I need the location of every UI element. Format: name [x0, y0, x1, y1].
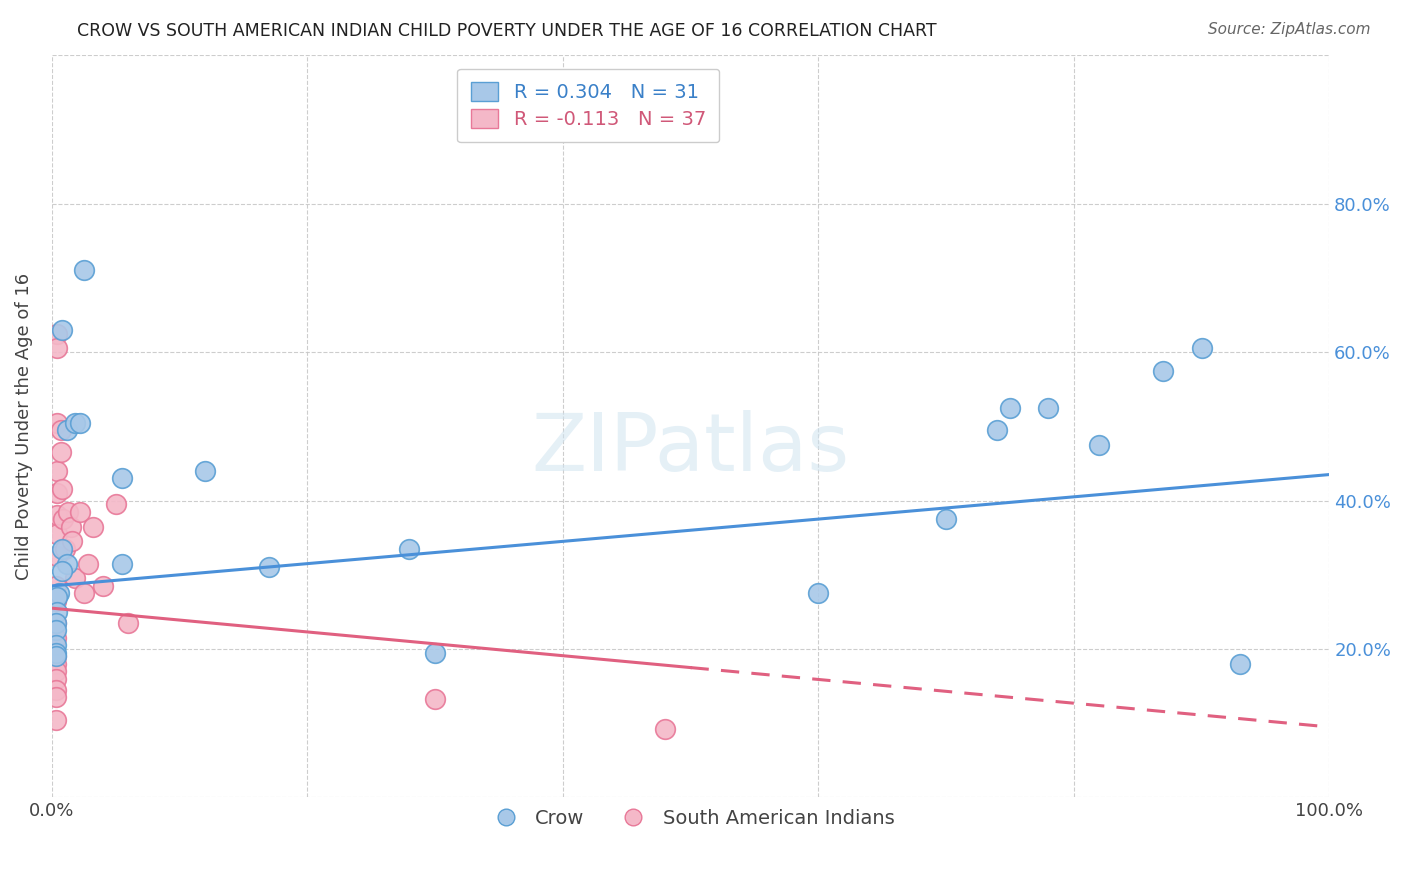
Point	[111, 471, 134, 485]
Point	[257, 560, 280, 574]
Point	[807, 586, 830, 600]
Point	[45, 605, 67, 619]
Point	[45, 508, 67, 523]
Point	[104, 497, 127, 511]
Point	[45, 464, 67, 478]
Point	[194, 464, 217, 478]
Point	[986, 423, 1008, 437]
Point	[654, 722, 676, 736]
Point	[53, 541, 76, 556]
Point	[423, 691, 446, 706]
Point	[69, 416, 91, 430]
Point	[935, 512, 957, 526]
Y-axis label: Child Poverty Under the Age of 16: Child Poverty Under the Age of 16	[15, 273, 32, 580]
Point	[45, 672, 67, 686]
Point	[69, 505, 91, 519]
Point	[59, 519, 82, 533]
Point	[51, 564, 73, 578]
Point	[51, 541, 73, 556]
Point	[45, 579, 67, 593]
Point	[56, 557, 79, 571]
Point	[45, 486, 67, 500]
Point	[45, 665, 67, 679]
Point	[45, 624, 67, 638]
Point	[117, 615, 139, 630]
Point	[45, 631, 67, 645]
Point	[48, 586, 70, 600]
Point	[49, 423, 72, 437]
Point	[52, 512, 75, 526]
Point	[1088, 438, 1111, 452]
Point	[45, 549, 67, 564]
Point	[45, 649, 67, 664]
Point	[76, 557, 98, 571]
Point	[45, 590, 67, 604]
Point	[45, 342, 67, 356]
Point	[1229, 657, 1251, 671]
Point	[58, 505, 80, 519]
Point	[45, 593, 67, 607]
Point	[63, 416, 86, 430]
Point	[45, 638, 67, 652]
Point	[1191, 342, 1213, 356]
Point	[45, 646, 67, 660]
Text: ZIPatlas: ZIPatlas	[531, 409, 849, 488]
Point	[45, 690, 67, 705]
Point	[51, 323, 73, 337]
Point	[423, 646, 446, 660]
Point	[45, 326, 67, 341]
Point	[73, 586, 96, 600]
Point	[45, 682, 67, 697]
Point	[51, 483, 73, 497]
Legend: Crow, South American Indians: Crow, South American Indians	[479, 801, 903, 836]
Point	[45, 615, 67, 630]
Point	[56, 423, 79, 437]
Point	[63, 572, 86, 586]
Point	[45, 527, 67, 541]
Text: Source: ZipAtlas.com: Source: ZipAtlas.com	[1208, 22, 1371, 37]
Point	[45, 649, 67, 664]
Point	[49, 445, 72, 459]
Point	[73, 263, 96, 277]
Point	[45, 416, 67, 430]
Point	[1038, 401, 1060, 415]
Point	[111, 557, 134, 571]
Point	[45, 713, 67, 727]
Point	[91, 579, 114, 593]
Point	[82, 519, 104, 533]
Point	[45, 657, 67, 671]
Point	[998, 401, 1021, 415]
Point	[60, 534, 83, 549]
Text: CROW VS SOUTH AMERICAN INDIAN CHILD POVERTY UNDER THE AGE OF 16 CORRELATION CHAR: CROW VS SOUTH AMERICAN INDIAN CHILD POVE…	[77, 22, 936, 40]
Point	[45, 615, 67, 630]
Point	[398, 541, 420, 556]
Point	[1152, 364, 1174, 378]
